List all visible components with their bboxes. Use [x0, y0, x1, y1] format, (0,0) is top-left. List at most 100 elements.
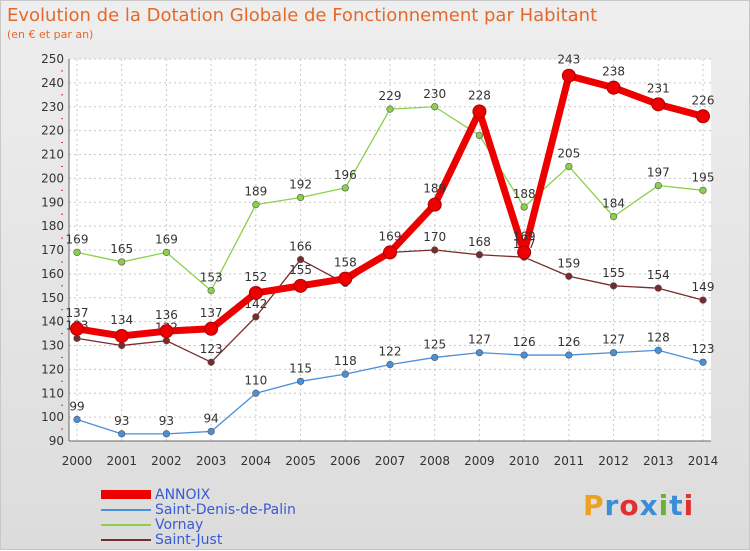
- data-point-annoix: [248, 285, 263, 300]
- data-point-saint-just: [475, 251, 484, 259]
- x-tick-label: 2001: [106, 454, 137, 468]
- data-point-annoix: [517, 245, 532, 260]
- data-point-saint-just: [699, 296, 707, 304]
- logo-letter: i: [683, 489, 695, 522]
- data-label-saint-denis-de-palin: 99: [69, 400, 84, 414]
- logo-letter: P: [583, 489, 605, 522]
- data-label-saint-denis-de-palin: 110: [244, 373, 267, 387]
- x-tick-label: 2013: [643, 454, 674, 468]
- x-tick-label: 2006: [330, 454, 361, 468]
- y-tick-label: 250: [41, 52, 64, 66]
- y-tick-label: 200: [41, 171, 64, 185]
- data-point-saint-denis-de-palin: [565, 351, 573, 359]
- data-point-saint-denis-de-palin: [296, 377, 305, 385]
- data-label-saint-just: 123: [200, 342, 223, 356]
- data-label-annoix: 238: [602, 65, 625, 79]
- data-label-saint-just: 170: [423, 230, 446, 244]
- data-label-saint-denis-de-palin: 93: [159, 414, 174, 428]
- data-label-vornay: 188: [513, 187, 536, 201]
- legend-swatch-saint-just: [101, 538, 151, 541]
- series-annoix: 137 134 136 137 152 155 158 169 189 228 169 243 238 2…: [66, 53, 715, 343]
- chart-legend: ANNOIX Saint-Denis-de-Palin Vornay Saint…: [101, 486, 296, 548]
- data-point-saint-denis-de-palin: [252, 389, 260, 397]
- data-label-saint-just: 159: [557, 256, 580, 270]
- x-tick-label: 2004: [241, 454, 272, 468]
- logo-letter: o: [619, 489, 640, 522]
- legend-swatch-vornay: [101, 523, 151, 526]
- data-label-saint-denis-de-palin: 125: [423, 337, 446, 351]
- data-point-saint-denis-de-palin: [475, 349, 484, 357]
- data-label-saint-denis-de-palin: 126: [513, 335, 536, 349]
- x-tick-label: 2000: [62, 454, 93, 468]
- data-point-saint-just: [296, 255, 305, 264]
- proxiti-logo: Proxiti: [583, 489, 694, 522]
- data-point-vornay: [699, 186, 707, 194]
- data-point-saint-denis-de-palin: [73, 415, 81, 424]
- data-point-annoix: [338, 271, 353, 286]
- data-point-saint-denis-de-palin: [341, 370, 349, 378]
- x-tick-label: 2002: [151, 454, 182, 468]
- data-label-annoix: 226: [692, 93, 715, 107]
- data-label-saint-denis-de-palin: 122: [379, 345, 402, 359]
- data-label-saint-just: 155: [602, 266, 625, 280]
- data-point-annoix: [204, 321, 219, 336]
- y-tick-label: 130: [41, 339, 64, 353]
- data-label-annoix: 158: [334, 256, 357, 270]
- data-label-saint-denis-de-palin: 93: [114, 414, 129, 428]
- series-vornay: 169 165 169 153 189 192 196 229 230 188 205 184 197 1…: [66, 87, 714, 295]
- data-point-saint-just: [118, 341, 126, 350]
- data-point-saint-denis-de-palin: [386, 361, 394, 369]
- y-tick-label: 210: [41, 148, 64, 162]
- data-point-saint-denis-de-palin: [520, 351, 528, 359]
- data-point-annoix: [472, 104, 487, 119]
- data-point-annoix: [561, 68, 576, 83]
- legend-label-vornay: Vornay: [155, 516, 204, 533]
- data-label-vornay: 169: [155, 232, 178, 246]
- data-point-vornay: [207, 286, 215, 295]
- data-point-saint-just: [431, 246, 439, 254]
- y-tick-label: 160: [41, 267, 64, 281]
- data-label-saint-denis-de-palin: 94: [204, 411, 219, 425]
- data-label-saint-denis-de-palin: 126: [557, 335, 580, 349]
- data-label-vornay: 192: [289, 177, 312, 191]
- data-label-annoix: 243: [557, 53, 580, 67]
- y-tick-label: 110: [41, 386, 64, 400]
- data-label-annoix: 134: [110, 313, 133, 327]
- series-saint-denis-de-palin: 99 93 93 94 110 115 118 122 125 127 126 126 127 128 12…: [69, 330, 714, 438]
- data-point-saint-denis-de-palin: [162, 430, 171, 438]
- data-point-saint-just: [162, 337, 171, 345]
- x-tick-label: 2010: [509, 454, 540, 468]
- legend-swatch-annoix: [101, 490, 151, 499]
- y-tick-label: 190: [41, 195, 64, 209]
- data-label-annoix: 152: [244, 270, 267, 284]
- data-point-saint-denis-de-palin: [699, 358, 707, 366]
- y-tick-label: 220: [41, 124, 64, 138]
- data-label-vornay: 196: [334, 168, 357, 182]
- data-point-annoix: [114, 328, 129, 343]
- y-tick-label: 180: [41, 219, 64, 233]
- data-label-saint-denis-de-palin: 127: [468, 333, 491, 347]
- data-point-annoix: [70, 321, 84, 336]
- x-tick-label: 2005: [285, 454, 316, 468]
- data-label-saint-denis-de-palin: 127: [602, 333, 625, 347]
- legend-item-saint-just: Saint-Just: [101, 532, 296, 548]
- data-point-annoix: [427, 197, 442, 212]
- data-point-vornay: [73, 248, 81, 256]
- data-point-vornay: [386, 105, 394, 113]
- data-point-vornay: [609, 212, 618, 221]
- legend-label-annoix: ANNOIX: [155, 486, 211, 503]
- data-label-vornay: 197: [647, 166, 670, 180]
- x-tick-label: 2011: [554, 454, 585, 468]
- data-label-vornay: 229: [379, 89, 402, 103]
- data-point-vornay: [162, 248, 171, 256]
- data-label-saint-just: 154: [647, 268, 670, 282]
- data-point-vornay: [118, 258, 126, 266]
- legend-item-saint-denis-de-palin: Saint-Denis-de-Palin: [101, 502, 296, 518]
- data-point-annoix: [606, 80, 621, 95]
- y-tick-label: 120: [41, 362, 64, 376]
- data-point-saint-denis-de-palin: [207, 427, 215, 436]
- data-label-saint-denis-de-palin: 118: [334, 354, 357, 368]
- data-label-vornay: 169: [66, 232, 89, 246]
- y-tick-label: 140: [41, 315, 64, 329]
- data-label-saint-denis-de-palin: 128: [647, 330, 670, 344]
